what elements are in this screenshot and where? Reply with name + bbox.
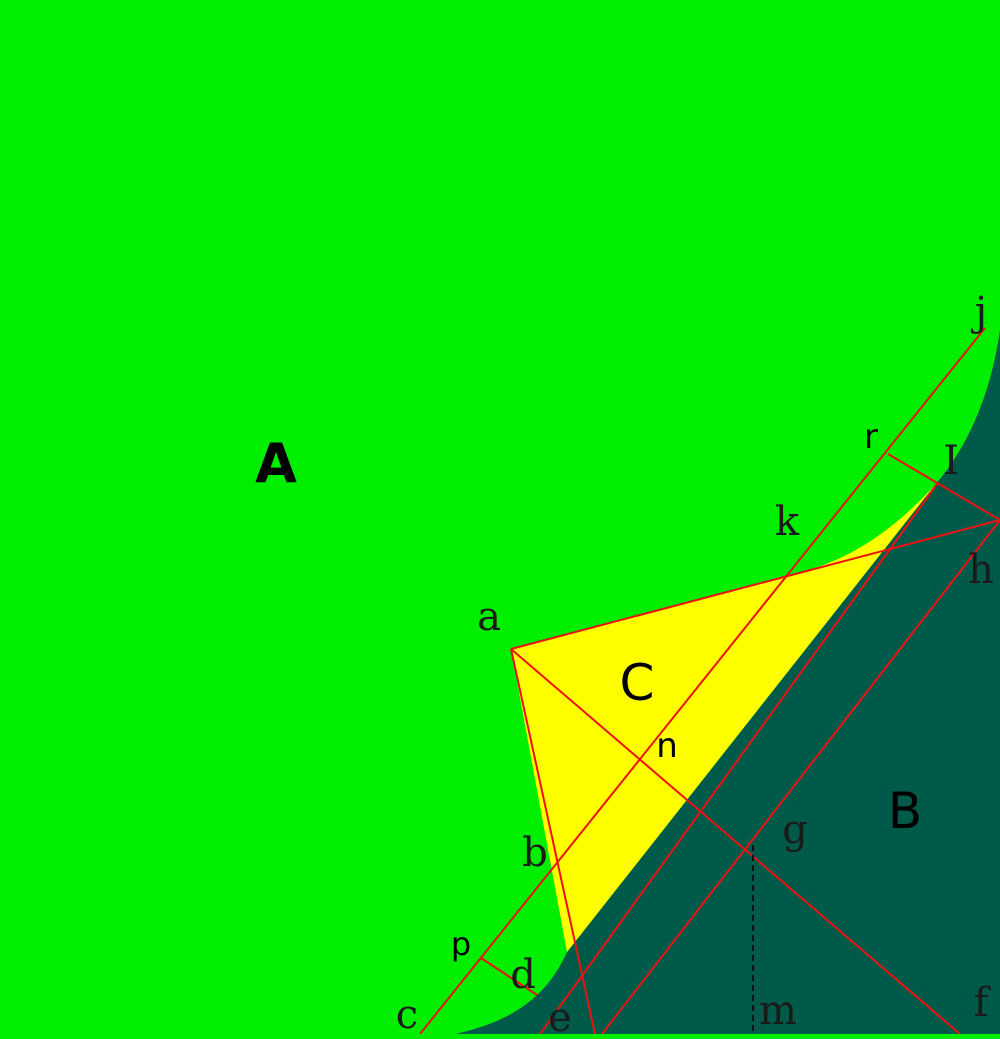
line-e-i bbox=[539, 483, 938, 1035]
point-label-n: n bbox=[656, 726, 678, 766]
region-a-label: A bbox=[255, 432, 297, 495]
line-r-h bbox=[887, 453, 1000, 521]
line-a-b bbox=[510, 648, 596, 1035]
point-label-k: k bbox=[775, 499, 800, 545]
point-label-j: j bbox=[971, 289, 987, 335]
point-label-f: f bbox=[974, 980, 992, 1026]
point-label-b: b bbox=[522, 830, 548, 876]
region-b-label: B bbox=[888, 782, 922, 840]
line-c-j bbox=[419, 327, 986, 1035]
line-g-h bbox=[601, 519, 1000, 1035]
point-label-e: e bbox=[548, 995, 572, 1034]
region-c-label: C bbox=[620, 654, 655, 712]
point-label-d: d bbox=[510, 952, 536, 998]
region-b-fill bbox=[455, 330, 1000, 1034]
point-label-p: p bbox=[451, 925, 471, 963]
point-label-m: m bbox=[759, 988, 797, 1034]
line-a-h bbox=[510, 519, 1000, 650]
point-label-g: g bbox=[782, 807, 808, 853]
point-label-a: a bbox=[477, 594, 501, 640]
construction-lines bbox=[419, 327, 1000, 1035]
line-a-f bbox=[510, 648, 961, 1035]
point-label-c: c bbox=[396, 992, 418, 1034]
point-label-r: r bbox=[864, 417, 878, 457]
point-label-i: I bbox=[943, 438, 959, 484]
region-c-fill bbox=[511, 485, 935, 952]
line-p-d bbox=[480, 957, 538, 996]
point-label-h: h bbox=[968, 547, 994, 593]
